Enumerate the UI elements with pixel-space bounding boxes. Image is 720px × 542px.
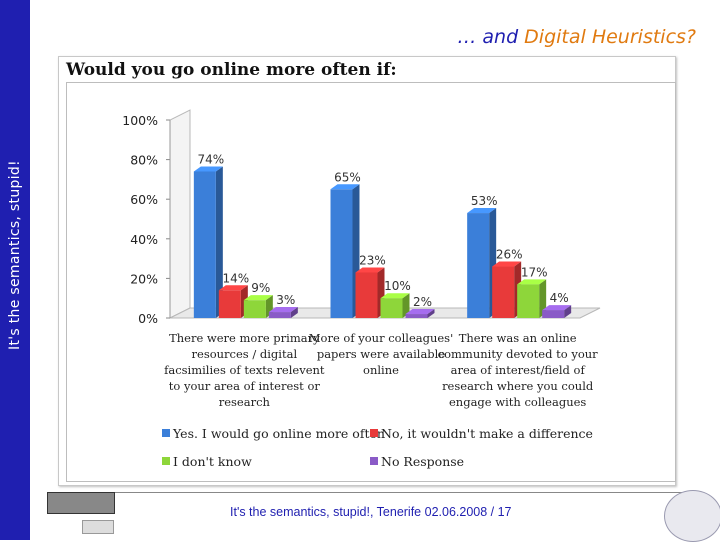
data-label: 4% <box>550 291 569 305</box>
footer-divider <box>52 492 692 493</box>
bar-side <box>215 166 223 318</box>
x-category-label: to your area of interest or <box>169 379 321 393</box>
data-label: 9% <box>251 281 270 295</box>
legend-label: No Response <box>381 454 464 469</box>
bar-top <box>492 261 522 267</box>
slide-title-accent: Digital Heuristics? <box>524 26 696 48</box>
bar-top <box>218 285 248 291</box>
x-category-label: research where you could <box>442 379 594 393</box>
data-label: 3% <box>276 293 295 307</box>
x-category-label: engage with colleagues <box>449 395 586 409</box>
university-seal-icon <box>664 490 720 542</box>
bar <box>268 312 291 318</box>
bar-top <box>355 267 385 273</box>
bar-side <box>539 279 547 318</box>
bar-side <box>402 293 410 318</box>
slide-title-prefix: … and <box>457 26 525 48</box>
x-category-label: More of your colleagues' <box>309 331 454 345</box>
footer-text: It's the semantics, stupid!, Tenerife 02… <box>230 505 512 519</box>
bar-top <box>243 295 273 301</box>
creative-commons-logo <box>47 492 115 514</box>
bar <box>517 284 540 318</box>
legend-swatch <box>370 457 378 465</box>
bar <box>193 171 216 318</box>
bar <box>380 298 403 318</box>
legend-label: I don't know <box>173 454 252 469</box>
bar <box>467 213 490 318</box>
y-tick-label: 60% <box>130 192 158 207</box>
sidebar: It's the semantics, stupid! <box>0 0 30 540</box>
chart-side-wall <box>169 109 191 319</box>
x-category-label: There was an online <box>459 331 577 345</box>
y-tick-label: 0% <box>138 311 158 326</box>
x-category-label: There were more primary <box>169 331 320 345</box>
legend-swatch <box>162 429 170 437</box>
bar-top <box>268 307 298 313</box>
x-category-label: community devoted to your <box>438 347 598 361</box>
legend-label: Yes. I would go online more often <box>172 426 385 441</box>
y-tick-label: 20% <box>130 271 158 286</box>
data-label: 26% <box>496 248 523 262</box>
y-tick-label: 100% <box>122 113 158 128</box>
bar-side <box>427 309 435 318</box>
bar <box>218 290 241 318</box>
x-category-label: papers were available <box>317 347 446 361</box>
bar <box>405 314 428 318</box>
data-label: 74% <box>197 152 224 166</box>
legend-label: No, it wouldn't make a difference <box>381 426 593 441</box>
legend-swatch <box>370 429 378 437</box>
x-category-label: area of interest/field of <box>451 363 586 377</box>
y-tick-label: 40% <box>130 232 158 247</box>
bar-top <box>380 293 410 299</box>
legend-swatch <box>162 457 170 465</box>
bar-side <box>564 305 572 318</box>
openoffice-logo <box>82 520 114 534</box>
slide-title: … and Digital Heuristics? <box>457 26 696 48</box>
x-category-label: research <box>219 395 271 409</box>
bar <box>355 272 378 318</box>
data-label: 23% <box>359 253 386 267</box>
bar <box>542 310 565 318</box>
bar-top <box>330 184 360 190</box>
bar-top <box>405 309 435 315</box>
data-label: 14% <box>222 271 249 285</box>
bar-side <box>290 307 298 318</box>
bar <box>492 266 515 318</box>
chart-title: Would you go online more often if: <box>66 60 397 80</box>
bar <box>330 189 353 318</box>
bar-top <box>542 305 572 311</box>
bar-top <box>517 279 547 285</box>
data-label: 10% <box>384 279 411 293</box>
bar-top <box>193 166 223 172</box>
data-label: 65% <box>334 170 361 184</box>
data-label: 17% <box>521 265 548 279</box>
bar <box>243 300 266 318</box>
data-label: 53% <box>471 194 498 208</box>
bar-top <box>467 208 497 214</box>
x-category-label: online <box>363 363 399 377</box>
x-category-label: resources / digital <box>192 347 298 361</box>
data-label: 2% <box>413 295 432 309</box>
x-category-label: facsimilies of texts relevent <box>164 363 325 377</box>
y-tick-label: 80% <box>130 153 158 168</box>
